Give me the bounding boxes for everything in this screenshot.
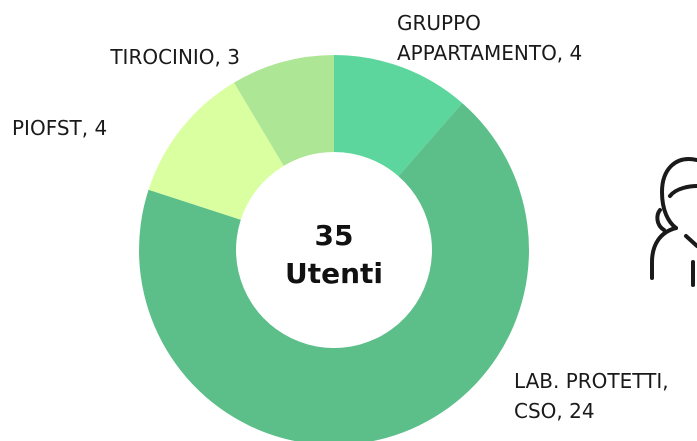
slice-label-line: PIOFST, 4 [12,116,107,140]
donut-slice [139,103,529,441]
slice-label-line: GRUPPO [397,11,481,35]
person-icon [650,157,697,287]
slice-label: LAB. PROTETTI, CSO, 24 [514,369,669,423]
slice-label-line: LAB. PROTETTI, [514,369,669,393]
center-label: Utenti [285,257,383,290]
donut-slice [233,55,334,166]
slice-label: PIOFST, 4 [12,116,107,140]
slice-label: GRUPPO APPARTAMENTO, 4 [397,11,582,65]
slice-label-line: TIROCINIO, 3 [109,45,240,69]
slice-label: TIROCINIO, 3 [109,45,240,69]
slice-label-line: CSO, 24 [514,399,595,423]
donut-slice [148,82,284,220]
slice-label-line: APPARTAMENTO, 4 [397,41,582,65]
donut-slice [334,55,463,177]
center-value: 35 [315,219,354,252]
